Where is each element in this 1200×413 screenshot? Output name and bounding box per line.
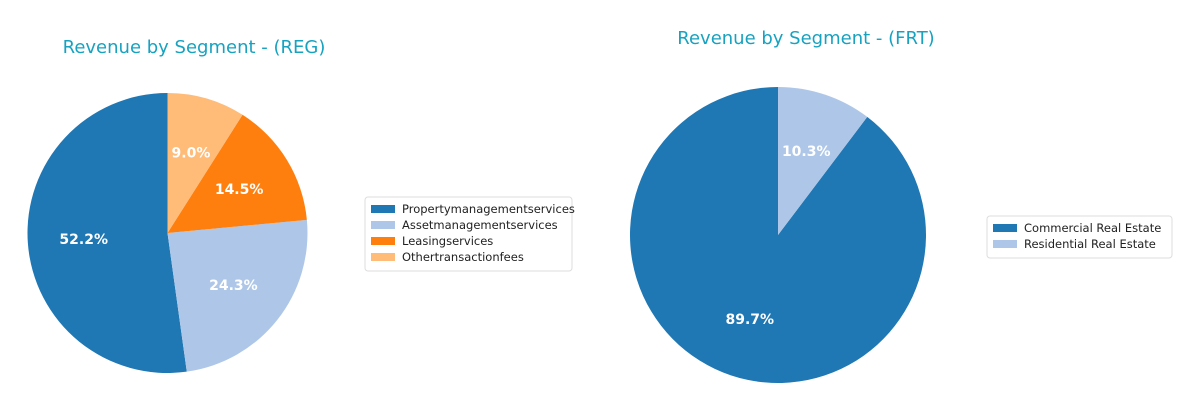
slice-label: 52.2%	[59, 232, 108, 248]
pie-chart-2: Revenue by Segment - (FRT) 89.7% 10.3% Comm…	[630, 28, 1173, 384]
legend-swatch	[371, 205, 395, 213]
legend-swatch	[993, 240, 1017, 248]
slice-label: 9.0%	[172, 145, 211, 161]
slice-label: 89.7%	[725, 312, 774, 328]
legend-entry: Propertymanagementservices	[402, 202, 575, 216]
legend-entry: Assetmanagementservices	[402, 218, 558, 232]
pie-slice	[630, 87, 927, 384]
legend-entry: Leasingservices	[402, 234, 493, 248]
legend-swatch	[371, 253, 395, 261]
slice-label: 14.5%	[215, 182, 264, 198]
legend-swatch	[371, 237, 395, 245]
pie-slice	[167, 114, 307, 233]
legend-swatch	[993, 224, 1017, 232]
chart-title: Revenue by Segment - (FRT)	[677, 28, 934, 49]
pie-slice	[27, 93, 187, 373]
legend: Propertymanagementservices Assetmanagemen…	[364, 196, 575, 272]
slice-label: 24.3%	[209, 278, 258, 294]
slice-label: 10.3%	[782, 144, 831, 160]
pie-slice	[167, 93, 243, 233]
legend: Commercial Real Estate Residential Real E…	[986, 215, 1173, 259]
legend-entry: Othertransactionfees	[402, 250, 524, 264]
legend-swatch	[371, 221, 395, 229]
legend-frame	[364, 196, 573, 272]
legend-frame	[986, 215, 1173, 259]
legend-entry: Residential Real Estate	[1024, 237, 1156, 251]
pie-slice	[167, 219, 308, 372]
chart-title: Revenue by Segment - (REG)	[63, 37, 326, 58]
legend-entry: Commercial Real Estate	[1024, 221, 1161, 235]
pie-chart-1: Revenue by Segment - (REG) 52.2% 24.3% 14.5…	[27, 37, 575, 373]
pie-slice	[778, 87, 868, 235]
